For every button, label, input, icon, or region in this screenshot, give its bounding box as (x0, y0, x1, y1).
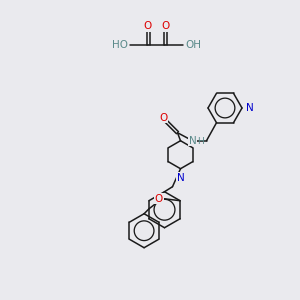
Text: H: H (197, 137, 204, 146)
Text: OH: OH (185, 40, 201, 50)
Text: N: N (189, 136, 196, 146)
Text: O: O (155, 194, 163, 204)
Text: O: O (144, 21, 152, 31)
Text: HO: HO (112, 40, 128, 50)
Text: N: N (246, 103, 254, 113)
Text: O: O (159, 113, 168, 123)
Text: O: O (161, 21, 169, 31)
Text: N: N (177, 173, 184, 183)
